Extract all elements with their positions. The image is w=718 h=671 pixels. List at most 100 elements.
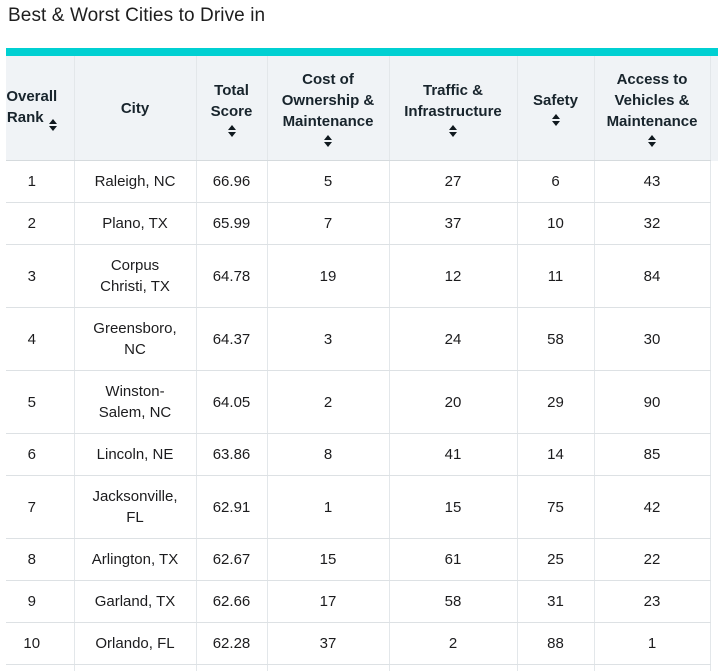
cell-cost: 17 bbox=[267, 580, 390, 623]
cell-safety: 88 bbox=[517, 622, 595, 665]
cell-safety: 25 bbox=[517, 538, 595, 581]
cell-safety: 10 bbox=[517, 202, 595, 245]
table-row: 1 Raleigh, NC 66.96 5 27 6 43 bbox=[6, 160, 718, 203]
cell-access: 32 bbox=[594, 202, 711, 245]
cell-access: 1 bbox=[594, 622, 711, 665]
table-row: 3 Corpus Christi, TX 64.78 19 12 11 84 bbox=[6, 244, 718, 308]
cell-access: 22 bbox=[594, 538, 711, 581]
cell-total_score: 66.96 bbox=[196, 160, 268, 203]
cell-cost: 5 bbox=[267, 160, 390, 203]
cell-traffic: 41 bbox=[389, 433, 518, 476]
cell-access: 23 bbox=[594, 580, 711, 623]
cell-city: Winston-Salem, NC bbox=[74, 370, 197, 434]
cell-safety: 11 bbox=[517, 244, 595, 308]
column-header-rank[interactable]: Overall Rank bbox=[6, 56, 75, 161]
table-row: 10 Orlando, FL 62.28 37 2 88 1 bbox=[6, 622, 718, 665]
cell-traffic: 61 bbox=[389, 538, 518, 581]
cell-total_score: 64.05 bbox=[196, 370, 268, 434]
column-header-city: City bbox=[74, 56, 197, 161]
sort-icon[interactable] bbox=[324, 135, 332, 147]
column-header-label: Overall Rank bbox=[6, 86, 68, 131]
cell-safety: 14 bbox=[517, 433, 595, 476]
sort-icon[interactable] bbox=[227, 124, 236, 137]
cell-safety: 31 bbox=[517, 580, 595, 623]
column-header-traffic[interactable]: Traffic & Infrastructure bbox=[389, 56, 518, 161]
cell-city: Jacksonville, FL bbox=[74, 475, 197, 539]
cell-cost: 15 bbox=[267, 538, 390, 581]
cell-cost: 3 bbox=[267, 307, 390, 371]
sort-icon[interactable] bbox=[648, 135, 656, 147]
cell-cost: 8 bbox=[267, 433, 390, 476]
cell-rank: 6 bbox=[6, 433, 75, 476]
cell-total_score: 64.78 bbox=[196, 244, 268, 308]
cell-traffic: 15 bbox=[389, 475, 518, 539]
cell-city: Arlington, TX bbox=[74, 538, 197, 581]
cell-clipped bbox=[710, 476, 718, 539]
cell-city: Garland, TX bbox=[74, 580, 197, 623]
cell-rank: 1 bbox=[6, 160, 75, 203]
table-row: 5 Winston-Salem, NC 64.05 2 20 29 90 bbox=[6, 370, 718, 434]
cell-rank: 2 bbox=[6, 202, 75, 245]
cell-cost: 19 bbox=[267, 244, 390, 308]
cell-clipped bbox=[710, 161, 718, 203]
cell-rank: 8 bbox=[6, 538, 75, 581]
column-header-label: Traffic & Infrastructure bbox=[404, 81, 502, 120]
table-accent-bar bbox=[6, 48, 718, 56]
cell-cost: 1 bbox=[267, 475, 390, 539]
cell-safety: 29 bbox=[517, 370, 595, 434]
cell-city: Raleigh, NC bbox=[74, 160, 197, 203]
cell-access: 43 bbox=[594, 160, 711, 203]
cell-city: Plano, TX bbox=[74, 202, 197, 245]
cell-rank: 9 bbox=[6, 580, 75, 623]
cell-traffic: 12 bbox=[389, 244, 518, 308]
cell-rank: 3 bbox=[6, 244, 75, 308]
column-header-safety[interactable]: Safety bbox=[517, 56, 595, 161]
cell-safety: 6 bbox=[517, 160, 595, 203]
column-header-access[interactable]: Access to Vehicles & Maintenance bbox=[594, 56, 711, 161]
cell-total_score: 62.28 bbox=[196, 622, 268, 665]
cell-city: Orlando, FL bbox=[74, 622, 197, 665]
sort-icon[interactable] bbox=[449, 124, 457, 137]
cell-access: 42 bbox=[594, 475, 711, 539]
sort-icon[interactable] bbox=[551, 114, 560, 126]
cell-traffic: 20 bbox=[389, 370, 518, 434]
cell-clipped bbox=[710, 539, 718, 581]
cell-access: 30 bbox=[594, 307, 711, 371]
cell-cost: 7 bbox=[267, 202, 390, 245]
cell-access: 90 bbox=[594, 370, 711, 434]
table-row-partial bbox=[6, 664, 718, 671]
table-row: 8 Arlington, TX 62.67 15 61 25 22 bbox=[6, 538, 718, 581]
cell-rank: 5 bbox=[6, 370, 75, 434]
cell-traffic: 2 bbox=[389, 622, 518, 665]
cell-total_score: 62.66 bbox=[196, 580, 268, 623]
cell-traffic: 37 bbox=[389, 202, 518, 245]
cell-traffic: 24 bbox=[389, 307, 518, 371]
cell-rank: 7 bbox=[6, 475, 75, 539]
table-row: 7 Jacksonville, FL 62.91 1 15 75 42 bbox=[6, 475, 718, 539]
cell-access: 85 bbox=[594, 433, 711, 476]
cell-safety: 58 bbox=[517, 307, 595, 371]
column-header-cost[interactable]: Cost of Ownership & Maintenance bbox=[267, 56, 390, 161]
cell-clipped bbox=[710, 434, 718, 476]
column-header-total_score[interactable]: Total Score bbox=[196, 56, 268, 161]
cell-city: Corpus Christi, TX bbox=[74, 244, 197, 308]
cell-clipped bbox=[710, 371, 718, 434]
cell-clipped bbox=[710, 203, 718, 245]
column-header-label: City bbox=[120, 99, 150, 117]
cell-total_score: 64.37 bbox=[196, 307, 268, 371]
table-row: 9 Garland, TX 62.66 17 58 31 23 bbox=[6, 580, 718, 623]
cell-clipped bbox=[710, 623, 718, 665]
cell-rank: 4 bbox=[6, 307, 75, 371]
cell-total_score: 62.67 bbox=[196, 538, 268, 581]
column-header-label: Access to Vehicles & Maintenance bbox=[606, 71, 698, 130]
cell-clipped bbox=[710, 308, 718, 371]
column-header-label: Total Score bbox=[210, 81, 253, 120]
table-row: 4 Greensboro, NC 64.37 3 24 58 30 bbox=[6, 307, 718, 371]
cell-rank: 10 bbox=[6, 622, 75, 665]
sort-icon[interactable] bbox=[48, 118, 57, 131]
cell-total_score: 65.99 bbox=[196, 202, 268, 245]
cell-traffic: 27 bbox=[389, 160, 518, 203]
table-viewport: Overall Rank City Total Score Cost of Owner… bbox=[6, 48, 718, 671]
cell-access: 84 bbox=[594, 244, 711, 308]
